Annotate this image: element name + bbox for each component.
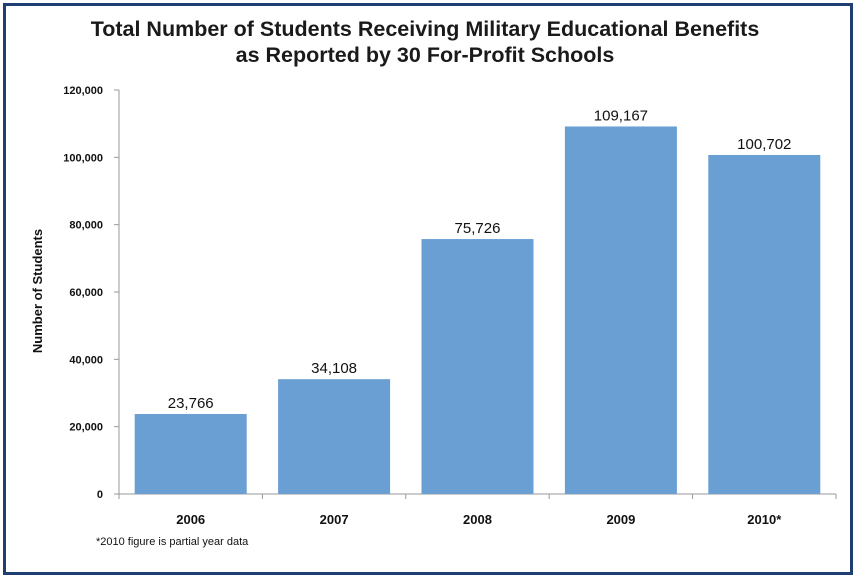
bars — [134, 126, 821, 494]
y-tick-label: 100,000 — [63, 152, 103, 164]
x-tick-label: 2010* — [747, 512, 782, 527]
y-tick-label: 20,000 — [69, 422, 103, 434]
data-label: 109,167 — [594, 107, 648, 124]
data-label: 100,702 — [737, 136, 791, 153]
y-axis-label: Number of Students — [30, 229, 45, 353]
y-tick-label: 0 — [97, 489, 103, 501]
chart-title: Total Number of Students Receiving Milit… — [0, 16, 850, 68]
x-tick-label: 2008 — [463, 512, 492, 527]
bar-2006 — [134, 413, 247, 494]
data-label: 34,108 — [311, 360, 357, 377]
y-tick-label: 80,000 — [69, 220, 103, 232]
y-tick-label: 40,000 — [69, 354, 103, 366]
chart-title-line2: as Reported by 30 For-Profit Schools — [235, 43, 615, 67]
chart-title-line1: Total Number of Students Receiving Milit… — [90, 17, 760, 41]
x-tick-label: 2006 — [176, 512, 205, 527]
x-tick-label: 2009 — [606, 512, 635, 527]
footnote: *2010 figure is partial year data — [96, 536, 249, 548]
bar-2010 — [708, 154, 821, 494]
y-tick-label: 60,000 — [69, 287, 103, 299]
labels: 0 20,000 40,000 60,000 80,000 100,000 120,000 2… — [63, 85, 791, 527]
bar-2007 — [278, 379, 391, 494]
data-label: 23,766 — [168, 395, 214, 412]
x-tick-label: 2007 — [320, 512, 349, 527]
y-tick-label: 120,000 — [63, 85, 103, 97]
bar-2008 — [421, 239, 534, 494]
bar-2009 — [564, 126, 677, 494]
data-label: 75,726 — [455, 220, 501, 237]
